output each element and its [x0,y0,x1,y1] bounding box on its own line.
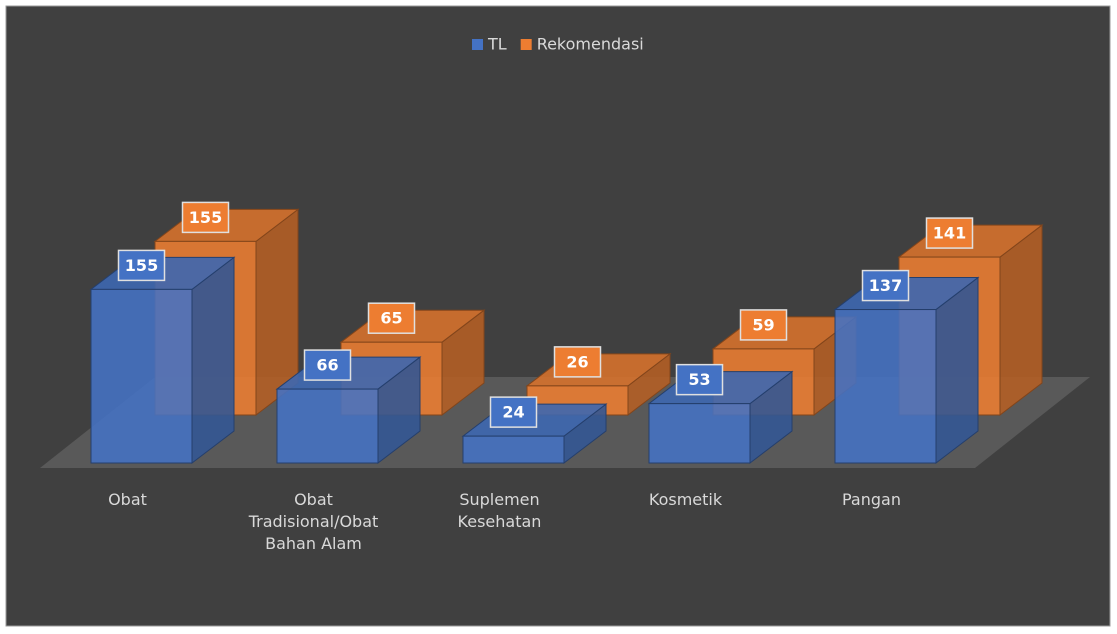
value-label-box [675,363,724,396]
bar-side [191,256,235,465]
value-label: 53 [688,370,710,389]
value-label: 26 [566,352,588,371]
legend-swatch [472,39,483,50]
value-label-box [861,269,910,302]
x-tick-label: Kosmetik [648,490,723,509]
value-label: 141 [933,224,966,243]
value-label-box [367,302,416,334]
value-label: 66 [316,356,338,375]
value-label: 65 [380,309,402,328]
bar-side [999,224,1043,417]
value-label-box [117,249,166,282]
value-label: 59 [752,315,774,334]
bar [648,403,751,464]
value-label-box [303,349,352,381]
value-label-box [925,217,974,249]
value-label: 155 [189,208,222,227]
x-tick-label: Obat [108,490,147,509]
value-label-box [553,346,602,378]
x-tick-label: Pangan [842,490,901,509]
x-tick-label: Suplemen Kesehatan [457,490,542,531]
bar [276,388,379,464]
bar [462,435,565,464]
x-tick-label: Obat Tradisional/Obat Bahan Alam [248,490,379,553]
value-label: 137 [869,276,902,295]
value-label-box [181,201,230,234]
legend-label: Rekomendasi [537,35,644,54]
value-label: 24 [502,403,524,422]
bar [834,309,937,464]
legend-label: TL [487,35,507,54]
value-label-box [739,309,788,341]
value-label-box [489,396,538,428]
value-label: 155 [125,256,158,275]
bar [90,288,193,464]
legend-swatch [520,39,532,50]
